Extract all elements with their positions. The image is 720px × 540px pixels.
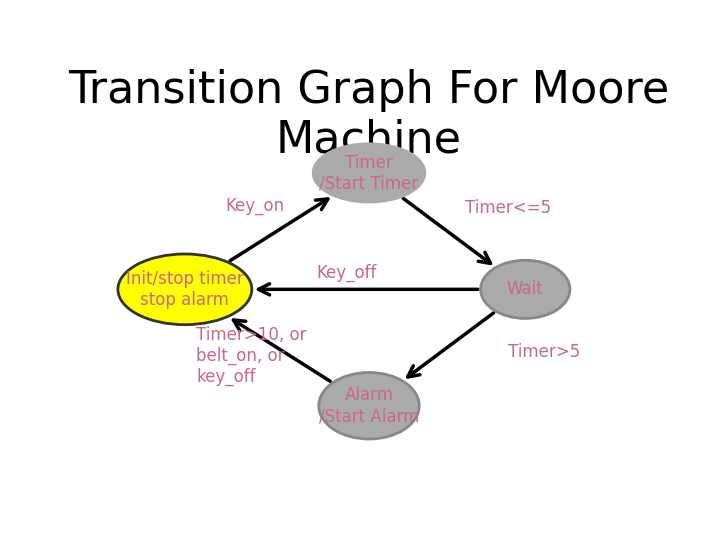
Text: Wait: Wait xyxy=(507,280,544,298)
Ellipse shape xyxy=(313,144,425,202)
Text: Timer>5: Timer>5 xyxy=(508,343,581,361)
Ellipse shape xyxy=(319,373,419,439)
Text: Timer<=5: Timer<=5 xyxy=(465,199,551,217)
Ellipse shape xyxy=(481,260,570,319)
Text: Transition Graph For Moore
Machine: Transition Graph For Moore Machine xyxy=(68,69,670,162)
Text: Timer
/Start Timer: Timer /Start Timer xyxy=(320,153,418,192)
Ellipse shape xyxy=(118,254,252,325)
Text: Timer>10, or
belt_on, or
key_off: Timer>10, or belt_on, or key_off xyxy=(196,326,307,386)
Text: Alarm
/Start Alarm: Alarm /Start Alarm xyxy=(319,386,419,425)
Text: Init/stop timer
stop alarm: Init/stop timer stop alarm xyxy=(126,270,244,309)
Text: Key_off: Key_off xyxy=(317,264,377,282)
Text: Key_on: Key_on xyxy=(225,197,284,215)
